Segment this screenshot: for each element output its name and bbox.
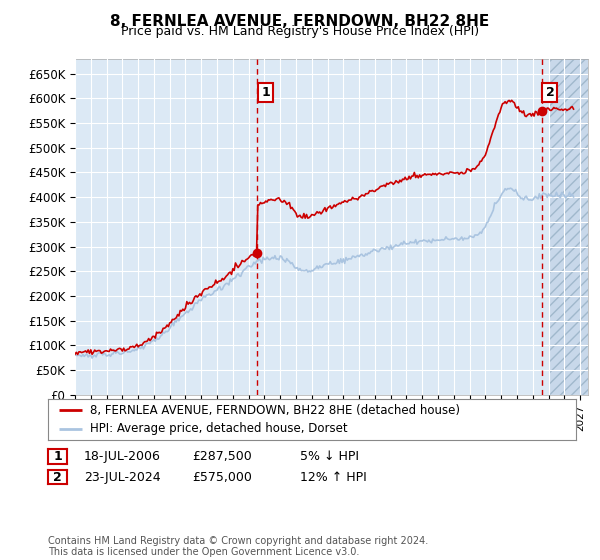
Text: 1: 1 (53, 450, 62, 463)
Text: Contains HM Land Registry data © Crown copyright and database right 2024.
This d: Contains HM Land Registry data © Crown c… (48, 535, 428, 557)
Text: 8, FERNLEA AVENUE, FERNDOWN, BH22 8HE (detached house): 8, FERNLEA AVENUE, FERNDOWN, BH22 8HE (d… (90, 404, 460, 417)
Text: 23-JUL-2024: 23-JUL-2024 (84, 470, 161, 484)
Text: 2: 2 (545, 86, 554, 99)
Text: 12% ↑ HPI: 12% ↑ HPI (300, 470, 367, 484)
Text: Price paid vs. HM Land Registry's House Price Index (HPI): Price paid vs. HM Land Registry's House … (121, 25, 479, 38)
Bar (548, 59, 588, 395)
Text: 1: 1 (261, 86, 270, 99)
Text: HPI: Average price, detached house, Dorset: HPI: Average price, detached house, Dors… (90, 422, 348, 435)
Text: 8, FERNLEA AVENUE, FERNDOWN, BH22 8HE: 8, FERNLEA AVENUE, FERNDOWN, BH22 8HE (110, 14, 490, 29)
Text: 2: 2 (53, 470, 62, 484)
Text: £575,000: £575,000 (192, 470, 252, 484)
Text: 5% ↓ HPI: 5% ↓ HPI (300, 450, 359, 463)
Text: 18-JUL-2006: 18-JUL-2006 (84, 450, 161, 463)
Bar (548, 59, 588, 395)
Text: £287,500: £287,500 (192, 450, 252, 463)
